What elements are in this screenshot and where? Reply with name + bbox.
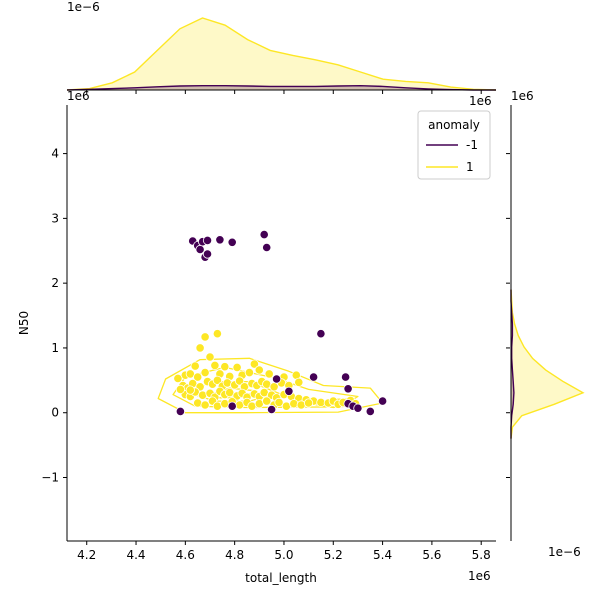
top-marginal-line-0	[66, 17, 497, 91]
scatter-point-normal	[190, 361, 200, 371]
y-tick-label: −1	[41, 471, 59, 485]
scatter-point-normal	[249, 359, 259, 369]
scatter-point-normal	[212, 329, 222, 339]
scatter-point-normal	[232, 362, 242, 372]
x-tick-label: 5.4	[373, 548, 392, 562]
scatter-point-anomaly	[343, 384, 353, 394]
top-marginal-area-0	[67, 18, 496, 90]
top-marginal-line-1	[66, 84, 496, 91]
y-tick-label: 4	[51, 147, 59, 161]
scatter-point-anomaly	[284, 386, 294, 396]
top-marginal-right-label: 1e6	[469, 94, 492, 108]
scatter-point-normal	[193, 372, 203, 382]
x-tick-label: 4.2	[77, 548, 96, 562]
main-axes: 4.2 4.4 4.6 4.8 5.0 5.2 5.4 5.6 5.8 −1 0 1 2 3 4	[41, 90, 510, 562]
scatter-point-anomaly	[340, 372, 351, 382]
scatter-point-anomaly	[353, 403, 363, 413]
scatter-point-normal	[294, 377, 304, 387]
right-marginal-top-label: 1e6	[511, 89, 534, 103]
scatter-point-normal	[262, 396, 272, 406]
scatter-point-anomaly	[308, 372, 319, 382]
y-tick-label: 1	[51, 341, 59, 355]
scatter-point-anomaly	[227, 401, 237, 411]
scatter-point-anomaly	[316, 329, 326, 339]
legend-label-negative: -1	[466, 138, 478, 152]
scatter-point-anomaly	[266, 404, 277, 415]
scatter-point-anomaly	[262, 242, 272, 253]
y-tick-label: 2	[51, 276, 59, 290]
scatter-point-normal	[195, 343, 205, 353]
scatter-point-anomaly	[202, 235, 213, 245]
scatter-points	[173, 230, 388, 416]
scatter-point-normal	[212, 375, 222, 385]
top-marginal-kde	[66, 17, 497, 91]
scatter-point-normal	[173, 373, 183, 383]
scatter-point-normal	[303, 398, 314, 408]
legend: anomaly -1 1	[417, 110, 491, 180]
scatter-point-anomaly	[271, 374, 282, 384]
scatter-point-normal	[289, 399, 299, 409]
scatter-point-anomaly	[227, 237, 237, 247]
scatter-point-normal	[274, 397, 284, 407]
scatter-point-normal	[254, 365, 264, 375]
scatter-point-anomaly	[377, 396, 388, 406]
legend-title: anomaly	[428, 118, 480, 132]
scatter-point-normal	[175, 384, 185, 394]
scatter-point-anomaly	[202, 249, 213, 259]
x-tick-label: 4.4	[126, 548, 145, 562]
scatter-point-normal	[185, 385, 195, 395]
x-tick-label: 5.6	[422, 548, 441, 562]
x-scale-label: 1e6	[468, 569, 491, 583]
scatter-point-normal	[244, 367, 254, 378]
x-tick-label: 5.2	[324, 548, 343, 562]
x-tick-label: 5.8	[472, 548, 491, 562]
scatter-point-anomaly	[365, 406, 375, 416]
y-scale-label: 1e6	[67, 89, 90, 103]
scatter-point-anomaly	[215, 235, 225, 245]
scatter-point-anomaly	[259, 230, 269, 240]
right-marginal-scale-label: 1e−6	[548, 545, 581, 559]
scatter-point-normal	[200, 367, 210, 378]
x-axis-label: total_length	[245, 571, 317, 585]
legend-label-positive: 1	[466, 160, 474, 174]
y-tick-label: 3	[51, 211, 59, 225]
scatter-point-normal	[235, 376, 245, 386]
y-axis-label: N50	[17, 311, 31, 335]
x-tick-label: 5.0	[274, 548, 293, 562]
scatter-point-normal	[264, 369, 274, 379]
right-marginal-line-0	[510, 289, 585, 439]
right-marginal-kde	[510, 105, 585, 541]
right-marginal-area-0	[511, 289, 583, 439]
top-marginal-scale-label: 1e−6	[67, 0, 100, 14]
right-marginal-line-1	[510, 289, 515, 439]
scatter-point-anomaly	[175, 406, 185, 416]
scatter-point-anomaly	[195, 244, 205, 255]
x-tick-label: 4.8	[225, 548, 244, 562]
scatter-point-normal	[205, 352, 215, 362]
scatter-point-normal	[220, 362, 230, 372]
scatter-point-normal	[200, 400, 210, 410]
x-tick-label: 4.6	[176, 548, 195, 562]
y-tick-label: 0	[51, 406, 59, 420]
scatter-point-normal	[200, 332, 210, 342]
scatter-point-normal	[210, 360, 220, 370]
